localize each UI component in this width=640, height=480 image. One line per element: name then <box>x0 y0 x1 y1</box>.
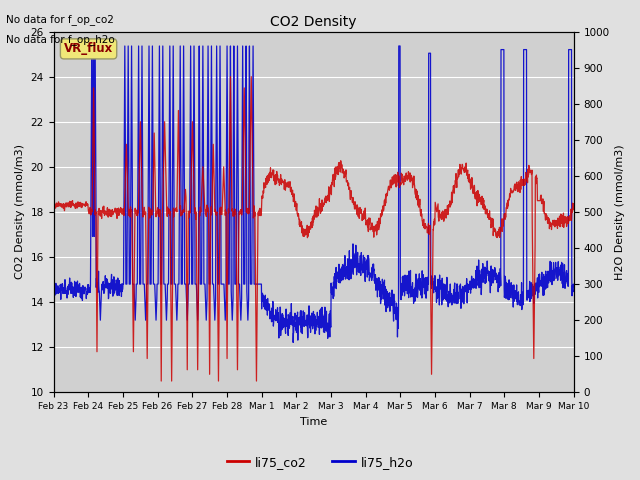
Y-axis label: CO2 Density (mmol/m3): CO2 Density (mmol/m3) <box>15 144 25 279</box>
Legend: li75_co2, li75_h2o: li75_co2, li75_h2o <box>221 451 419 474</box>
Text: VR_flux: VR_flux <box>64 42 113 55</box>
Title: CO2 Density: CO2 Density <box>270 15 357 29</box>
X-axis label: Time: Time <box>300 417 327 427</box>
Text: No data for f_op_co2: No data for f_op_co2 <box>6 14 115 25</box>
Y-axis label: H2O Density (mmol/m3): H2O Density (mmol/m3) <box>615 144 625 280</box>
Text: No data for f_op_h2o: No data for f_op_h2o <box>6 34 115 45</box>
